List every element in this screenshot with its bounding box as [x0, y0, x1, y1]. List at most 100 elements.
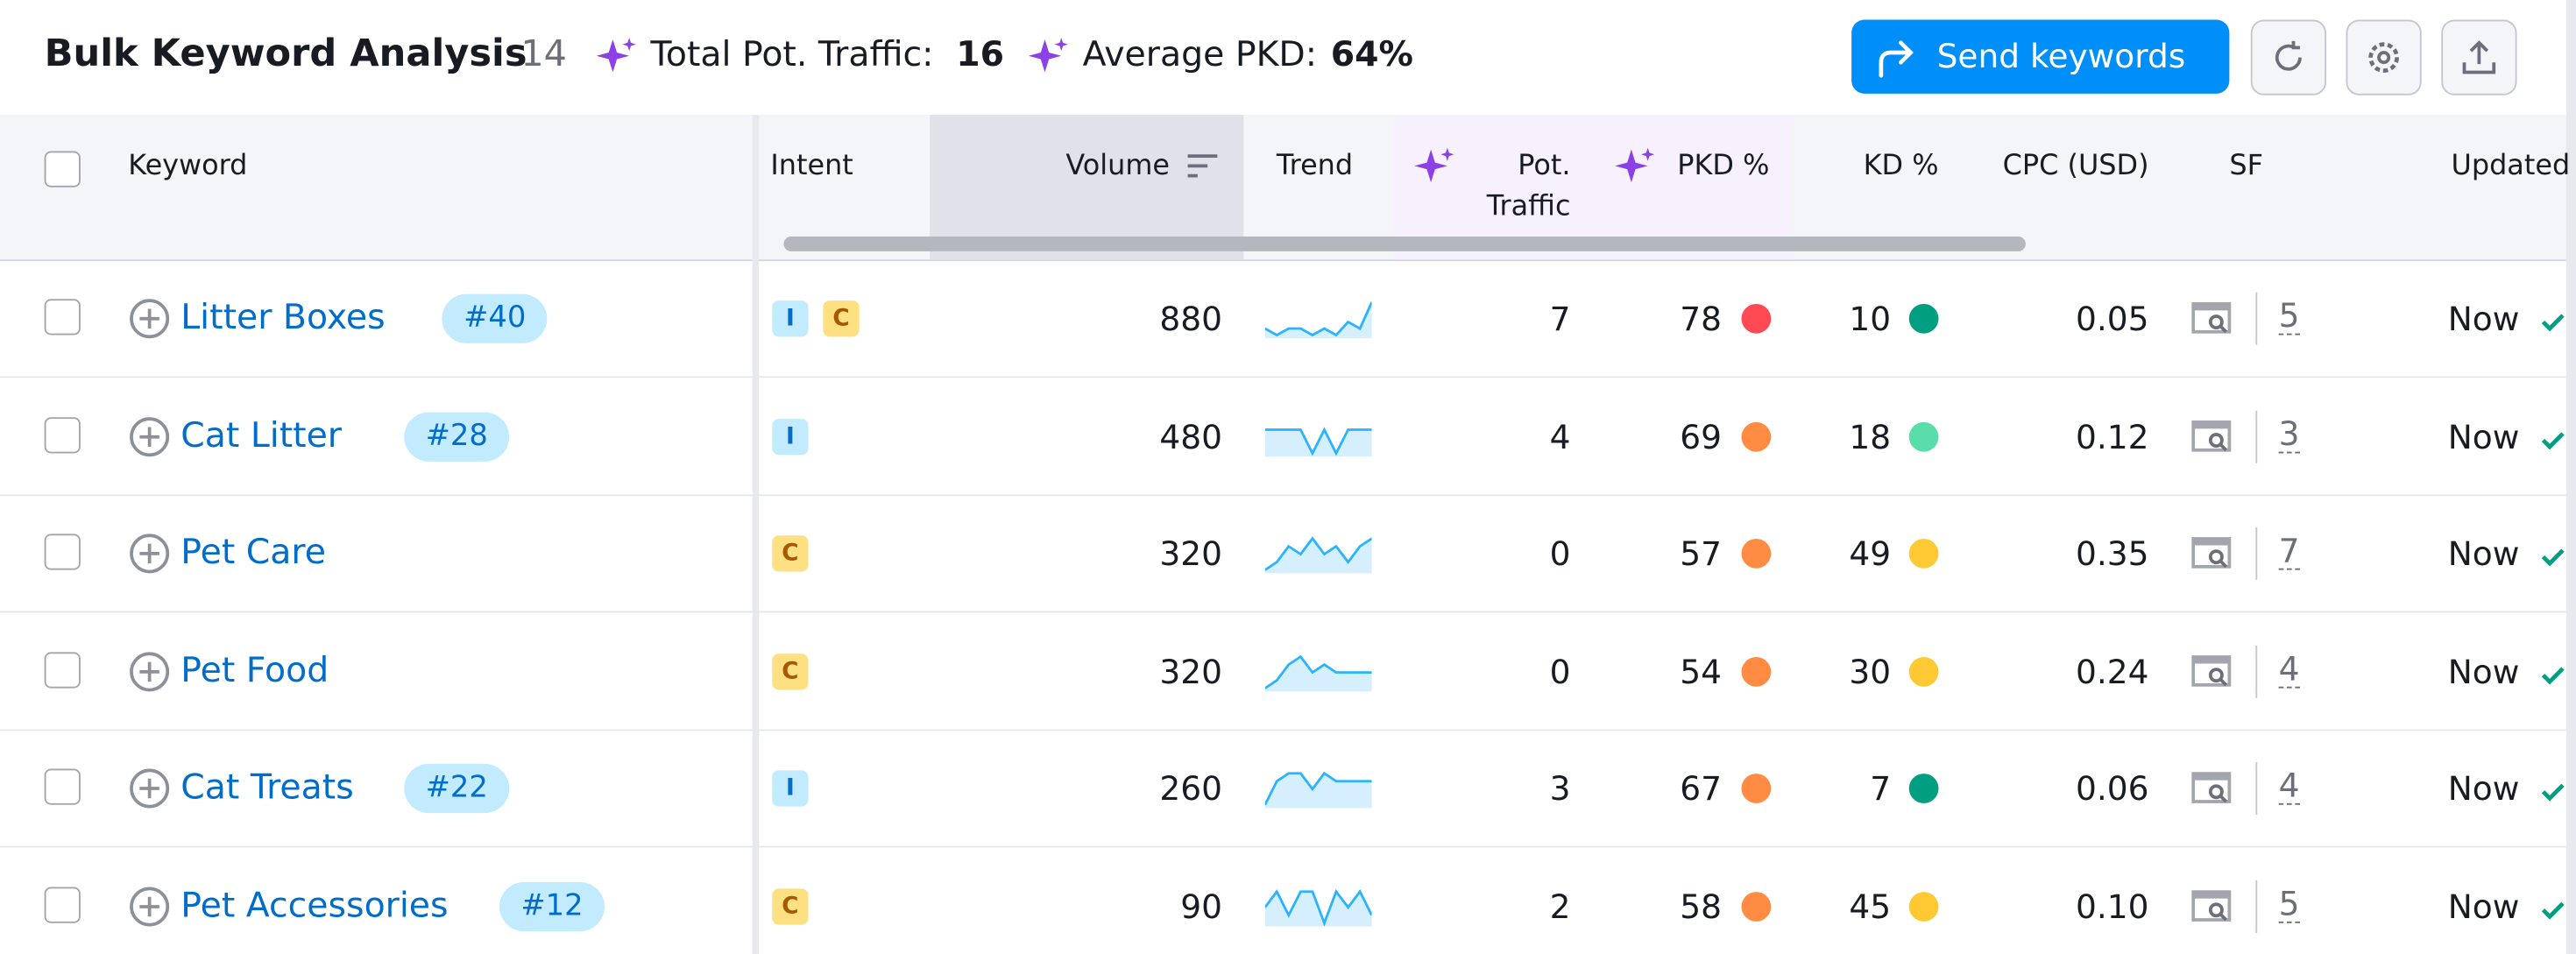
keyword-link[interactable]: Pet Care [180, 532, 326, 572]
updated: Now [2447, 534, 2520, 574]
refresh-button[interactable] [2250, 19, 2326, 95]
trend-area [1264, 538, 1372, 574]
sf-count: 3 [2278, 413, 2300, 453]
column-header: CPC (USD) [2002, 149, 2149, 183]
serp-icon [2191, 769, 2234, 809]
serp-icon [2191, 534, 2234, 573]
pkd: 78 [1680, 299, 1722, 339]
trend-sparkline [1264, 426, 1372, 456]
column-header: Traffic [1486, 190, 1571, 224]
sf-divider [2255, 762, 2258, 815]
row [0, 259, 2566, 378]
count: 14 [520, 34, 567, 76]
volume: 880 [1159, 299, 1222, 339]
trend-sparkline [1264, 536, 1372, 574]
column-header: Intent [770, 149, 853, 183]
kd: 18 [1849, 416, 1892, 456]
cpc: 0.05 [2076, 299, 2149, 339]
intent-badge: C [823, 300, 860, 337]
add-icon [128, 414, 171, 457]
column-header: Updated [2451, 149, 2571, 183]
intent-badge: C [772, 887, 809, 924]
intent-badge: C [772, 653, 809, 689]
pkd: 54 [1680, 651, 1722, 691]
trend-line [1264, 536, 1372, 571]
pkd: 69 [1680, 416, 1722, 456]
pkd-dot [1741, 891, 1772, 921]
check-icon [2540, 896, 2566, 919]
check-icon [2540, 544, 2566, 567]
cpc: 0.06 [2076, 768, 2149, 809]
pkd-dot [1741, 774, 1772, 803]
cpc: 0.35 [2076, 534, 2149, 574]
stat-label: Average PKD: [1082, 34, 1317, 74]
ai-icon [1615, 146, 1658, 189]
refresh-icon [2275, 40, 2302, 71]
kd: 49 [1849, 534, 1892, 574]
row [0, 611, 2566, 731]
keyword-link[interactable]: Pet Accessories [180, 884, 449, 924]
row-checkbox[interactable] [44, 416, 81, 453]
add-icon [128, 297, 171, 340]
export-button[interactable] [2441, 19, 2517, 95]
kd: 30 [1849, 651, 1892, 691]
row [0, 377, 2566, 496]
settings-button[interactable] [2346, 19, 2422, 95]
updated: Now [2447, 416, 2520, 456]
v-scroll [2565, 0, 2576, 954]
sf-count: 4 [2278, 765, 2300, 805]
pot-traffic: 0 [1549, 534, 1571, 574]
trend-sparkline [1264, 654, 1372, 691]
column-header: KD % [1863, 149, 1939, 183]
column-header: Pot. [1518, 149, 1571, 183]
add-icon [128, 885, 171, 928]
rank-badge: #12 [499, 880, 605, 931]
column-header: PKD % [1677, 149, 1770, 183]
row-checkbox[interactable] [44, 768, 81, 805]
pkd-dot [1741, 656, 1772, 686]
pot-traffic: 0 [1549, 651, 1571, 691]
check-icon [2540, 779, 2566, 802]
stat-label: Total Pot. Traffic: [650, 34, 934, 74]
trend-line [1264, 771, 1372, 806]
keyword-link[interactable]: Pet Food [180, 649, 329, 689]
rank-badge: #28 [404, 411, 510, 461]
row-checkbox[interactable] [44, 886, 81, 922]
export-icon [2462, 40, 2496, 74]
scrollbar[interactable] [783, 237, 2026, 251]
pkd: 58 [1680, 886, 1722, 926]
row [0, 730, 2566, 848]
kd: 45 [1849, 886, 1892, 926]
pot-traffic: 2 [1549, 886, 1571, 926]
row-checkbox[interactable] [44, 299, 81, 336]
ai-icon [1414, 146, 1457, 189]
pkd-dot [1741, 303, 1772, 334]
rank-badge: #40 [442, 293, 548, 343]
sf-count: 4 [2278, 647, 2300, 688]
cpc: 0.10 [2076, 886, 2149, 926]
trend-line [1264, 301, 1372, 337]
select-all [44, 151, 81, 187]
sorted-column [930, 115, 1244, 260]
ai-icon [596, 38, 636, 73]
updated: Now [2447, 886, 2520, 926]
sf-divider [2255, 880, 2258, 933]
pkd: 57 [1680, 534, 1722, 574]
check-icon [2540, 661, 2566, 684]
kd-dot [1908, 774, 1939, 803]
column-header: Keyword [128, 149, 248, 183]
add-icon [128, 533, 171, 576]
send-button[interactable]: Send keywords [1851, 19, 2230, 94]
sf-count: 7 [2278, 530, 2300, 570]
serp-icon [2191, 299, 2234, 338]
trend-area [1264, 655, 1372, 691]
row-checkbox[interactable] [44, 651, 81, 688]
keyword-link[interactable]: Cat Litter [180, 414, 342, 455]
add-icon [128, 767, 171, 810]
keyword-link[interactable]: Litter Boxes [180, 297, 386, 337]
keyword-link[interactable]: Cat Treats [180, 767, 354, 807]
check-icon [2540, 427, 2566, 449]
kd: 7 [1870, 768, 1892, 809]
row-checkbox[interactable] [44, 534, 81, 570]
